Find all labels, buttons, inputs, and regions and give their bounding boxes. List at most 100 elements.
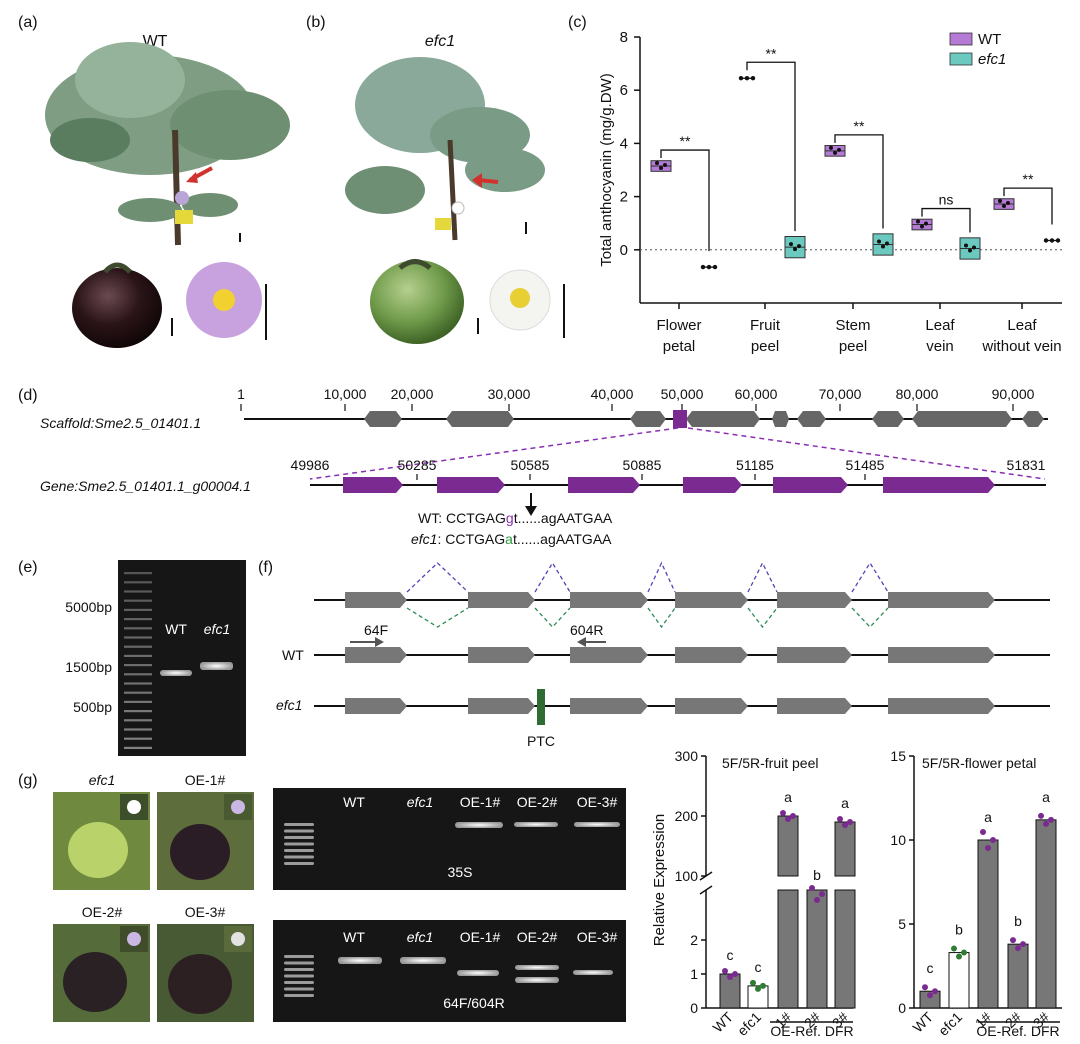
legend-swatch [949, 52, 973, 66]
mutation-arrowhead [525, 506, 537, 516]
scaffold-exons [364, 410, 1044, 428]
gel-ladder-band [284, 955, 314, 958]
data-point [1002, 204, 1006, 209]
scaffold-exon [1022, 411, 1044, 427]
photo-label-oe3: OE-3# [185, 904, 226, 920]
gel-35s-label: 35S [448, 864, 473, 880]
y-tick-label: 2 [620, 189, 628, 206]
splice-exon [675, 592, 748, 608]
gel-ladder-band [284, 836, 314, 839]
gene-tick-label: 49986 [291, 457, 330, 473]
splice-junction-down [647, 607, 676, 629]
gel-ladder-band [284, 862, 314, 865]
efc1-transcript-exon [468, 698, 535, 714]
significance-bracket [834, 134, 884, 229]
data-point [842, 822, 848, 828]
y-tick-label: 100 [675, 868, 699, 884]
gel-e-band-efc1 [200, 662, 233, 670]
axis-break [699, 885, 713, 895]
significance-letter: a [1042, 789, 1050, 805]
y-tick-label: 0 [690, 1000, 698, 1016]
gel-35s-lane-label: OE-1# [460, 794, 501, 810]
zoom-line-left [309, 427, 679, 480]
ladder-band [124, 728, 152, 731]
ladder-band [124, 599, 152, 602]
data-point [924, 221, 928, 226]
scaffold-tick-label: 40,000 [591, 386, 634, 402]
gel-ladder-band [284, 987, 314, 991]
splice-junction-down [851, 607, 889, 628]
splice-junction-up [747, 561, 778, 593]
data-point [1020, 941, 1026, 948]
gel-ladder-band [284, 849, 314, 852]
ladder-band [124, 627, 152, 630]
gel-64f604r-lane-label: OE-3# [577, 929, 618, 945]
gene-label: Gene:Sme2.5_01401.1_g00004.1 [40, 478, 251, 494]
ladder-band [124, 746, 152, 749]
splice-junction-up [534, 561, 571, 593]
wt-transcript-exon [777, 647, 852, 663]
data-point [877, 239, 881, 244]
bar [919, 990, 941, 1009]
fruit-peel-expression-chart: 300 200 100 2 1 0 Relative Expression 5F/5R-fru… [651, 748, 856, 1039]
gel-e-lane-wt: WT [165, 621, 187, 637]
scaffold-target-gene [673, 410, 687, 428]
data-point [755, 985, 761, 992]
legend-label: efc1 [978, 51, 1006, 68]
data-point [819, 891, 825, 897]
gene-exon [773, 477, 848, 493]
data-point [1015, 945, 1021, 952]
data-point [968, 248, 972, 253]
x-tick-label: efc1 [734, 1009, 764, 1039]
bar [977, 839, 999, 1009]
gel-64f604r-label: 64F/604R [443, 995, 504, 1011]
y-tick-label: 200 [675, 808, 699, 824]
gel-ladder-band [284, 855, 314, 859]
gene-tick-label: 51485 [846, 457, 885, 473]
gene-exons [343, 477, 995, 493]
data-point [809, 885, 815, 891]
x-tick-label: Leaf [1007, 317, 1037, 334]
scaffold-tick-label: 70,000 [819, 386, 862, 402]
gel-35s-lane-label: efc1 [407, 794, 433, 810]
data-point [1038, 812, 1044, 819]
gene-tick-label: 51185 [736, 457, 774, 473]
panel-label-b: (b) [306, 14, 326, 31]
data-point [964, 243, 968, 248]
significance-bracket [746, 61, 796, 232]
y-tick-label: 10 [890, 832, 906, 848]
gel-35s-band [574, 822, 620, 827]
data-point [1049, 238, 1055, 243]
y-tick-label: 300 [675, 748, 699, 764]
x-tick-label: WT [709, 1008, 736, 1035]
x-tick-label: Stem [835, 317, 870, 334]
ladder-band [124, 608, 152, 611]
y-tick-label: 4 [620, 135, 628, 152]
splice-exon [570, 592, 648, 608]
ladder-band [124, 590, 152, 593]
gene-exon [883, 477, 995, 493]
ladder-band [124, 645, 152, 648]
data-point [780, 810, 786, 816]
ladder-band [124, 737, 152, 740]
data-point [885, 241, 889, 246]
scaffold-tick-label: 1 [237, 386, 245, 402]
primer-64f-label: 64F [364, 622, 388, 638]
bar [834, 821, 856, 877]
y-tick-label: 6 [620, 82, 628, 99]
chart-title: 5F/5R-flower petal [922, 755, 1036, 771]
bar-lower [777, 889, 799, 1009]
data-point [727, 974, 733, 980]
ptc-marker [537, 689, 545, 725]
panel-label-g: (g) [18, 772, 38, 789]
ladder-band [124, 618, 152, 621]
ladder-band [124, 719, 152, 722]
y-tick-label: 0 [620, 242, 628, 259]
bar-lower [834, 889, 856, 1009]
data-point [712, 264, 718, 270]
zoom-line-right [687, 427, 1046, 480]
efc1-transcript [314, 698, 1050, 714]
data-point [659, 166, 663, 171]
gel-35s-lane-label: OE-2# [517, 794, 558, 810]
bar [777, 815, 799, 877]
